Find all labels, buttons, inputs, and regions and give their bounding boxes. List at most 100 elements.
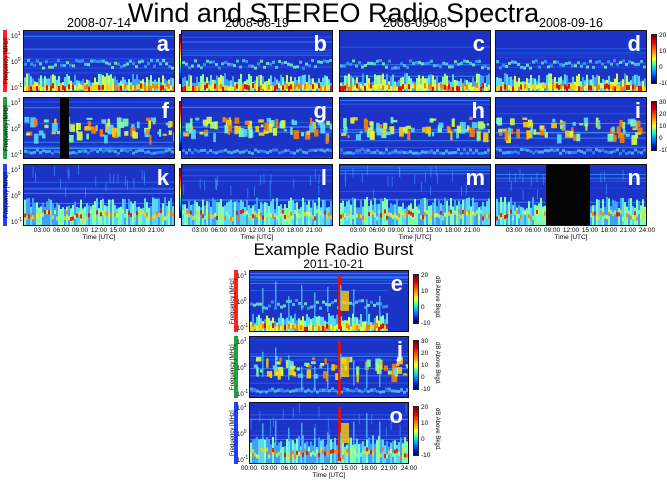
heatmap-cell bbox=[88, 80, 90, 91]
heatmap-cell bbox=[108, 149, 111, 153]
heatmap-cell bbox=[422, 215, 424, 220]
heatmap-cell bbox=[87, 121, 92, 127]
heatmap-cell bbox=[244, 212, 246, 217]
heatmap-cell bbox=[340, 147, 490, 149]
heatmap-cell bbox=[92, 216, 94, 221]
heatmap-cell bbox=[373, 62, 376, 66]
heatmap-cell bbox=[323, 371, 329, 379]
heatmap-cell bbox=[444, 73, 446, 91]
heatmap-cell bbox=[352, 83, 354, 89]
heatmap-cell bbox=[120, 149, 123, 153]
heatmap-cell bbox=[72, 151, 75, 155]
heatmap-cell bbox=[269, 419, 271, 430]
heatmap-cell bbox=[428, 75, 430, 91]
heatmap-cell bbox=[136, 84, 138, 90]
heatmap-cell bbox=[358, 60, 361, 64]
heatmap-cell bbox=[636, 86, 638, 91]
heatmap-cell bbox=[604, 150, 607, 154]
heatmap-cell bbox=[156, 83, 158, 89]
heatmap-cell bbox=[66, 74, 68, 91]
heatmap-cell bbox=[416, 206, 418, 225]
heatmap-cell bbox=[366, 447, 368, 452]
heatmap-cell bbox=[535, 132, 541, 135]
heatmap-cell bbox=[392, 204, 394, 225]
heatmap-cell bbox=[392, 74, 394, 91]
heatmap-cell bbox=[298, 436, 300, 463]
heatmap-cell bbox=[390, 412, 392, 423]
heatmap-cell bbox=[270, 320, 272, 331]
colorbar bbox=[413, 274, 419, 324]
heatmap-cell bbox=[625, 133, 630, 137]
heatmap-cell bbox=[560, 76, 562, 91]
heatmap-cell bbox=[252, 449, 254, 454]
heatmap-cell bbox=[304, 362, 310, 367]
heatmap-cell bbox=[300, 446, 302, 463]
heatmap-cell bbox=[637, 150, 640, 154]
heatmap-cell bbox=[386, 454, 388, 459]
heatmap-cell bbox=[51, 123, 58, 132]
heatmap-cell bbox=[170, 77, 172, 91]
heatmap-cell bbox=[461, 185, 463, 196]
heatmap-cell bbox=[263, 129, 269, 134]
heatmap-cell bbox=[168, 83, 170, 89]
heatmap-cell bbox=[472, 86, 474, 91]
heatmap-cell bbox=[360, 200, 362, 225]
heatmap-cell bbox=[543, 174, 545, 185]
heatmap-cell bbox=[278, 211, 280, 216]
heatmap-cell bbox=[24, 141, 174, 143]
heatmap-cell bbox=[250, 83, 252, 89]
spectrum-heatmap-l bbox=[182, 169, 332, 225]
heatmap-cell bbox=[544, 59, 547, 63]
heatmap-cell bbox=[445, 62, 448, 66]
heatmap-cell bbox=[478, 124, 484, 130]
heatmap-cell bbox=[595, 148, 598, 152]
heatmap-cell bbox=[497, 117, 503, 126]
heatmap-cell bbox=[220, 74, 222, 91]
heatmap-cell bbox=[152, 215, 154, 220]
heatmap-cell bbox=[486, 86, 488, 91]
heatmap-cell bbox=[286, 83, 288, 89]
heatmap-cell bbox=[430, 167, 432, 178]
heatmap-cell bbox=[358, 389, 361, 393]
heatmap-cell bbox=[358, 324, 360, 330]
heatmap-cell bbox=[302, 75, 304, 91]
heatmap-cell bbox=[319, 365, 323, 369]
spectrum-panel-i: i bbox=[495, 97, 647, 159]
heatmap-cell bbox=[559, 122, 565, 125]
heatmap-cell bbox=[524, 83, 526, 89]
heatmap-cell bbox=[380, 198, 382, 225]
heatmap-cell bbox=[96, 149, 99, 153]
heatmap-cell bbox=[259, 411, 261, 422]
heatmap-cell bbox=[185, 62, 188, 66]
heatmap-cell bbox=[216, 85, 218, 91]
heatmap-cell bbox=[437, 125, 442, 133]
heatmap-cell bbox=[110, 212, 112, 217]
heatmap-cell bbox=[430, 149, 433, 153]
heatmap-cell bbox=[578, 73, 580, 91]
heatmap-cell bbox=[598, 149, 601, 153]
heatmap-cell bbox=[282, 77, 284, 91]
heatmap-cell bbox=[98, 85, 100, 91]
heatmap-cell bbox=[306, 211, 308, 216]
heatmap-cell bbox=[134, 132, 138, 139]
heatmap-cell bbox=[453, 129, 460, 132]
heatmap-cell bbox=[174, 85, 175, 90]
heatmap-cell bbox=[382, 323, 384, 329]
heatmap-cell bbox=[120, 210, 122, 215]
heatmap-cell bbox=[480, 206, 482, 225]
heatmap-cell bbox=[220, 83, 222, 89]
heatmap-cell bbox=[340, 167, 490, 169]
heatmap-cell bbox=[256, 325, 258, 331]
heatmap-cell bbox=[583, 151, 586, 155]
heatmap-cell bbox=[329, 123, 332, 130]
heatmap-cell bbox=[368, 324, 370, 330]
heatmap-cell bbox=[620, 209, 622, 214]
heatmap-cell bbox=[188, 66, 191, 70]
heatmap-cell bbox=[424, 83, 426, 89]
heatmap-cell bbox=[153, 151, 156, 155]
heatmap-cell bbox=[630, 118, 636, 121]
heatmap-cell bbox=[84, 149, 87, 153]
heatmap-cell bbox=[637, 62, 640, 66]
heatmap-cell bbox=[308, 212, 310, 217]
colorbar-tick-label: 20 bbox=[659, 32, 667, 39]
